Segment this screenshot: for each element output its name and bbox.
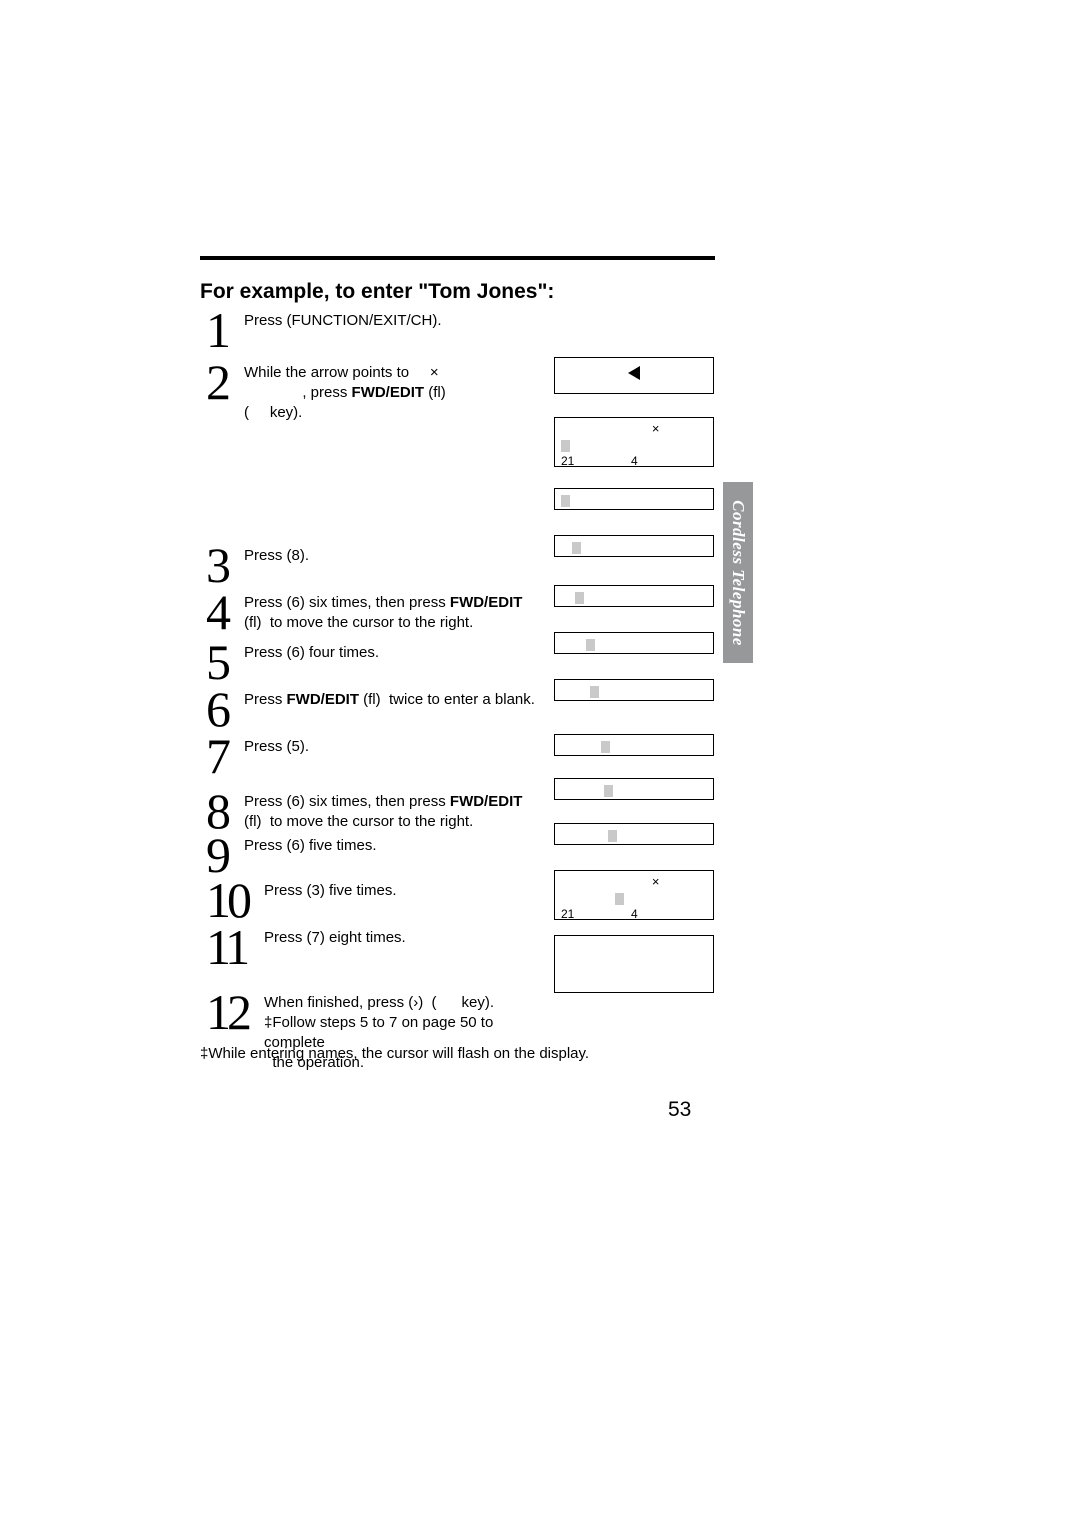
step: 7Press (5).	[206, 731, 549, 786]
step-text: Press (8).	[244, 540, 309, 566]
lcd-screen	[554, 778, 714, 800]
section-tab: Cordless Telephone	[723, 482, 753, 663]
step-number: 1	[206, 305, 244, 355]
step-number: 7	[206, 731, 244, 781]
lcd-screen: ×21 4	[554, 417, 714, 467]
step-text: Press FWD/EDIT (ﬂ) twice to enter a blan…	[244, 684, 535, 710]
lcd-screen	[554, 585, 714, 607]
lcd-screen	[554, 823, 714, 845]
lcd-screen	[554, 488, 714, 510]
step: 8Press (6) six times, then press FWD/EDI…	[206, 786, 549, 830]
lcd-screen	[554, 535, 714, 557]
step-number: 11	[206, 922, 264, 972]
step-number: 4	[206, 587, 244, 637]
step: 10Press (3) ﬁve times.	[206, 875, 549, 922]
step-text: Press (FUNCTION/EXIT/CH).	[244, 305, 442, 331]
step: 9Press (6) ﬁve times.	[206, 830, 549, 875]
step-text: Press (6) six times, then press FWD/EDIT…	[244, 587, 549, 633]
step-text: Press (6) four times.	[244, 637, 379, 663]
step-text: Press (5).	[244, 731, 309, 757]
header-rule	[200, 256, 715, 260]
step-text: While the arrow points to × , press FWD/…	[244, 357, 446, 423]
section-title: For example, to enter "Tom Jones":	[200, 280, 554, 304]
step-text: Press (6) ﬁve times.	[244, 830, 377, 856]
lcd-screen: × 21 4	[554, 870, 714, 920]
step: 4Press (6) six times, then press FWD/EDI…	[206, 587, 549, 637]
step-number: 5	[206, 637, 244, 687]
page-number: 53	[668, 1098, 691, 1122]
step-number: 2	[206, 357, 244, 407]
step-number: 6	[206, 684, 244, 734]
step: 3Press (8).	[206, 540, 549, 587]
section-tab-label: Cordless Telephone	[728, 500, 748, 646]
lcd-screen	[554, 935, 714, 993]
step: 6Press FWD/EDIT (ﬂ) twice to enter a bla…	[206, 684, 549, 731]
lcd-screen	[554, 734, 714, 756]
lcd-screen	[554, 679, 714, 701]
lcd-screen	[554, 357, 714, 394]
step: 2While the arrow points to × , press FWD…	[206, 357, 549, 540]
footnote: ‡While entering names, the cursor will ﬂ…	[200, 1045, 589, 1062]
step-number: 10	[206, 875, 264, 925]
step: 1Press (FUNCTION/EXIT/CH).	[206, 305, 549, 357]
step-text: Press (3) ﬁve times.	[264, 875, 397, 901]
manual-page: For example, to enter "Tom Jones": 1Pres…	[0, 0, 1080, 1528]
step: 5Press (6) four times.	[206, 637, 549, 684]
lcd-screen	[554, 632, 714, 654]
step-text: Press (7) eight times.	[264, 922, 406, 948]
step: 11Press (7) eight times.	[206, 922, 549, 987]
steps-list: 1Press (FUNCTION/EXIT/CH).2While the arr…	[206, 305, 549, 1067]
step-number: 12	[206, 987, 264, 1037]
step-number: 3	[206, 540, 244, 590]
step-text: Press (6) six times, then press FWD/EDIT…	[244, 786, 549, 832]
